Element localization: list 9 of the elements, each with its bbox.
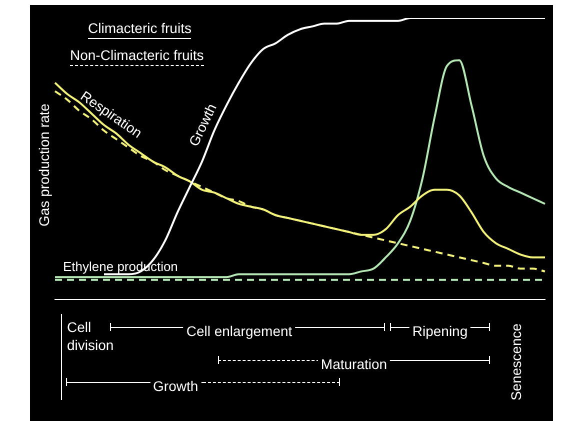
annotation: Non-Climacteric fruits (70, 47, 204, 66)
text: Senescence (508, 323, 524, 401)
text: Cell enlargement (183, 323, 296, 339)
text: Ripening (409, 323, 471, 339)
text: Maturation (318, 356, 390, 372)
text: Growth (150, 378, 202, 394)
y-axis-title: Gas production rate (36, 104, 52, 226)
annotation: Climacteric fruits (88, 20, 192, 39)
text: Cell division (67, 318, 115, 354)
